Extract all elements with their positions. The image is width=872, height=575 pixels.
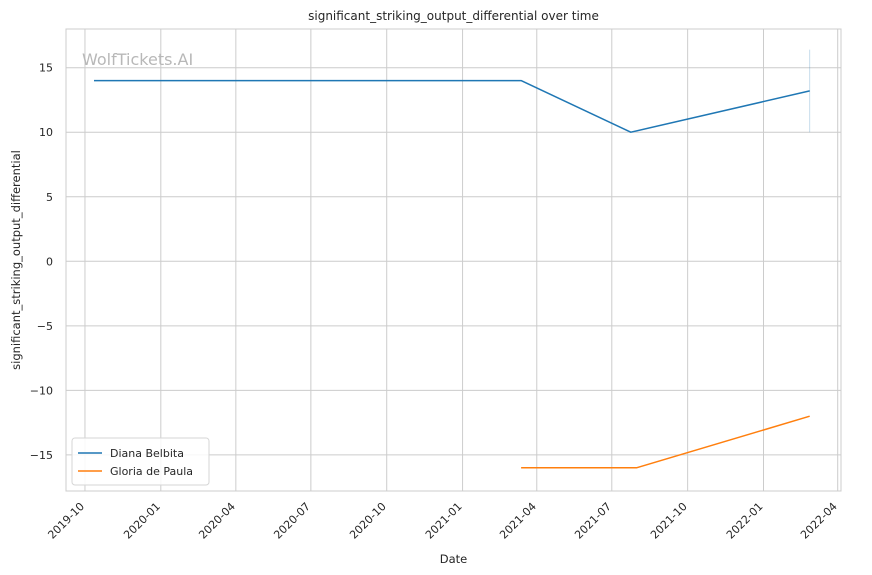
x-tick-label: 2022-04 [798, 500, 840, 542]
x-tick-label: 2020-10 [347, 500, 389, 542]
grid-lines [66, 29, 841, 491]
legend-label: Gloria de Paula [110, 465, 193, 478]
x-tick-label: 2021-07 [572, 500, 614, 542]
x-tick-label: 2021-10 [648, 500, 690, 542]
y-tick-label: 5 [46, 191, 53, 204]
y-tick-label: −10 [30, 384, 53, 397]
x-tick-label: 2020-01 [121, 500, 163, 542]
series-line-1 [521, 415, 810, 469]
x-tick-label: 2022-01 [724, 500, 766, 542]
x-tick-label: 2021-01 [423, 500, 465, 542]
y-tick-label: 0 [46, 255, 53, 268]
plot-area [65, 28, 842, 492]
x-axis-ticks: 2019-10 2020-01 2020-04 2020-07 2020-10 2021-… [45, 500, 839, 542]
y-tick-label: −5 [37, 320, 53, 333]
x-tick-label: 2020-07 [271, 500, 313, 542]
x-tick-label: 2019-10 [45, 500, 87, 542]
legend: Diana Belbita Gloria de Paula [71, 437, 210, 486]
y-axis-ticks: 15 10 5 0 −5 −10 −15 [30, 62, 53, 462]
legend-label: Diana Belbita [110, 447, 184, 460]
y-tick-label: 15 [39, 62, 53, 75]
x-axis-title: Date [440, 552, 468, 566]
series-line-0 [94, 79, 810, 133]
y-axis-title: significant_striking_output_differential [9, 150, 23, 370]
x-tick-label: 2020-04 [196, 500, 238, 542]
y-tick-label: −15 [30, 449, 53, 462]
chart-title: significant_striking_output_differential… [308, 9, 599, 23]
watermark: WolfTickets.AI [82, 50, 193, 69]
y-tick-label: 10 [39, 126, 53, 139]
x-tick-label: 2021-04 [497, 500, 539, 542]
legend-box [71, 437, 210, 486]
series-layer [94, 49, 811, 469]
